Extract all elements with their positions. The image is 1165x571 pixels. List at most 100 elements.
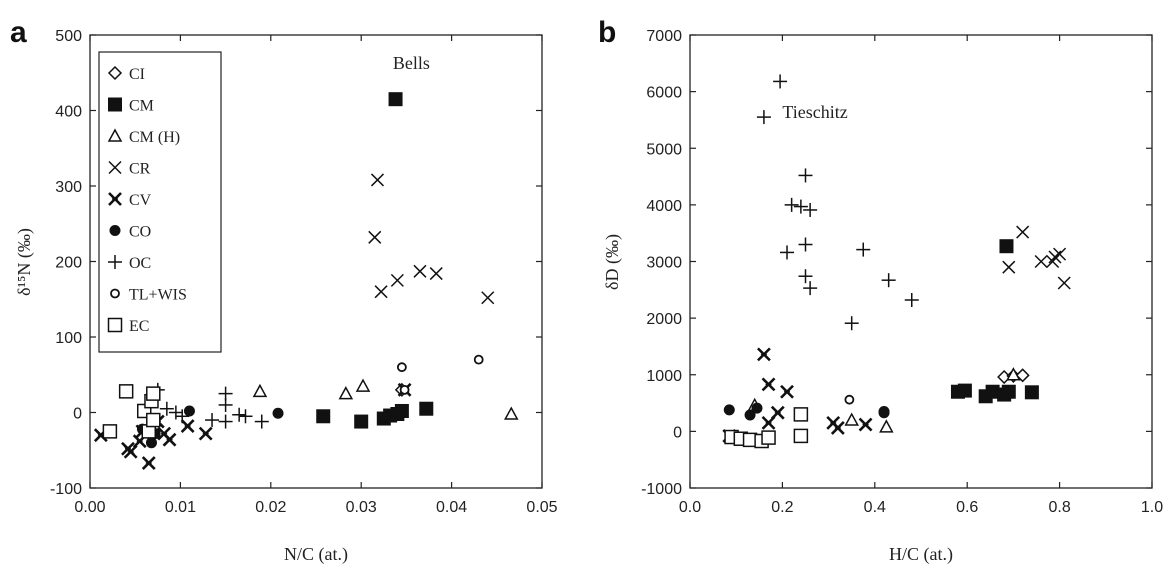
panel-b-annotation-tieschitz: Tieschitz [782,102,847,122]
panel-b-point-cr [1016,225,1030,239]
panel-b-point-cm [1001,384,1016,399]
panel-a-y-tick-label: 100 [55,330,82,347]
panel-a-point-cm [388,92,403,107]
legend-label-co: CO [129,224,151,241]
legend-item-tl-wis: TL+WIS [110,287,187,304]
panel-a-y-tick-label: -100 [50,481,82,498]
panel-a-point-tl-wis [396,362,407,373]
panel-b-y-tick-label: 4000 [646,198,682,215]
panel-a-point-tl-wis [399,384,410,395]
panel-a-point-oc [168,405,183,420]
panel-a-x-tick-label: 0.03 [346,499,377,516]
panel-a-point-cm [419,401,434,416]
panel-b-point-cv [761,377,776,392]
legend-item-co: CO [109,224,151,241]
panel-a-point-oc [159,401,174,416]
panel-a-y-tick-label: 0 [73,406,82,423]
panel-b-plot-frame [689,34,1153,489]
panel-b-point-cv [858,417,873,432]
panel-b-point-co [751,402,763,414]
legend: CI CM CM (H) CR CV CO OC TL+WIS EC [98,51,222,353]
panel-a: a 0.00 0.01 0.02 0.03 0.04 0.05 -100 0 100 200 300… [10,16,558,565]
panel-a-y-tick-label: 400 [55,104,82,121]
panel-b-x-tick-label: 0.8 [1048,499,1070,516]
panel-b-point-cv [757,347,771,362]
panel-b-point-oc [881,273,896,288]
panel-b-points [722,74,1071,449]
panel-b-point-cm-h [1006,367,1021,381]
legend-marker-tl-wis [110,288,120,299]
panel-a-point-oc [232,407,247,422]
legend-marker-cm [108,97,122,112]
panel-b-point-ec [761,430,776,445]
panel-a-point-cr [481,291,495,305]
panel-a-y-axis-title: δ¹⁵N (‰) [14,228,35,296]
panel-a-point-co [145,437,157,449]
legend-marker-cv [108,192,122,206]
panel-b-point-cm [1024,385,1039,400]
panel-a-letter: a [10,16,27,49]
panel-b-point-cm [985,384,1000,399]
panel-b-point-oc [856,242,871,257]
legend-marker-cr [108,160,122,175]
panel-b-letter: b [598,16,616,49]
panel-b-point-tl-wis [844,394,855,405]
panel-b-point-ec [793,428,809,444]
panel-b-point-cr [1053,247,1067,261]
panel-a-y-tick-label: 300 [55,179,82,196]
panel-b-point-oc [798,237,813,252]
panel-a-point-tl-wis [473,354,484,365]
legend-label-tl-wis: TL+WIS [129,287,187,304]
legend-items: CI CM CM (H) CR CV CO OC TL+WIS EC [107,65,187,335]
panel-b-y-axis-title: δD (‰) [602,234,623,290]
panel-b-x-tick-label: 0.0 [679,499,701,516]
legend-label-ci: CI [129,66,145,83]
panel-a-point-cr [374,285,388,299]
legend-label-oc: OC [129,255,151,272]
panel-a-x-tick-label: 0.05 [526,499,557,516]
panel-a-point-cm [316,409,331,424]
panel-a-point-oc [175,409,190,424]
panel-a-point-cv [141,456,156,471]
panel-a-point-cm-h [252,383,268,398]
panel-a-y-tick-label: 200 [55,255,82,272]
panel-b-x-tick-label: 1.0 [1141,499,1163,516]
panel-b-x-axis-title: H/C (at.) [889,544,953,565]
panel-b-point-cm-h [844,412,859,426]
legend-marker-oc [108,255,122,269]
panel-a-y-tick-label: 500 [55,28,82,45]
panel-b-point-cr [1002,260,1016,274]
panel-a-point-cv [162,432,177,447]
panel-a-point-cv [198,426,213,441]
panel-b-point-cm [957,383,972,398]
panel-a-point-oc [254,414,269,429]
panel-a-point-cr [368,230,382,244]
legend-item-cm: CM [108,97,154,115]
panel-b-x-tick-label: 0.6 [956,499,978,516]
legend-label-cr: CR [129,161,151,178]
panel-a-point-cm-h [338,386,354,400]
panel-a-x-tick-label: 0.04 [436,499,467,516]
panel-b-point-co [878,406,890,418]
panel-a-point-cm-h [504,406,519,420]
panel-a-point-oc [218,397,233,412]
panel-a-point-cr [370,173,385,187]
panel-b-point-ci [1015,368,1030,383]
panel-b-point-cr [1057,276,1071,290]
panel-b-point-oc [803,281,818,296]
panel-a-point-cv [180,419,195,434]
panel-b-point-oc [798,269,813,284]
panel-b-x-tick-label: 0.2 [771,499,793,516]
panel-b-y-tick-label: 1000 [646,368,682,385]
panel-b-point-cm [999,239,1014,254]
panel-a-point-co [272,407,284,419]
legend-label-cv: CV [129,192,152,209]
panel-a-x-tick-label: 0.02 [255,499,286,516]
panel-a-x-tick-label: 0.00 [74,499,105,516]
panel-a-x-axis-title: N/C (at.) [284,544,348,565]
panel-b-point-oc [904,293,919,308]
legend-item-cr: CR [108,160,151,178]
panel-b-point-cr [1034,254,1048,269]
panel-b-point-oc [793,199,808,214]
legend-label-ec: EC [129,318,149,335]
